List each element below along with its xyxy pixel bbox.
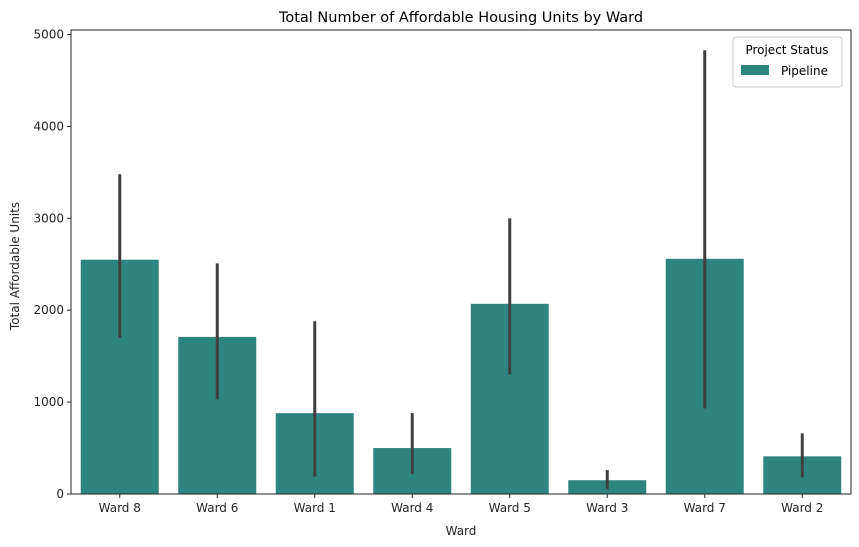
x-tick-label: Ward 7 xyxy=(684,501,726,515)
y-axis-label: Total Affordable Units xyxy=(8,202,22,331)
y-tick-label: 2000 xyxy=(33,303,64,317)
x-tick-label: Ward 8 xyxy=(99,501,141,515)
plot-frame xyxy=(70,29,852,495)
axes-layer xyxy=(70,29,852,495)
legend-swatch-pipeline xyxy=(741,65,769,75)
legend-title: Project Status xyxy=(745,43,828,57)
x-ticks: Ward 8 Ward 6 Ward 1 Ward 4 Ward 5 Ward 3 Ward… xyxy=(99,494,823,515)
x-tick-label: Ward 4 xyxy=(391,501,433,515)
legend: Project Status Pipeline xyxy=(732,36,843,88)
x-tick-label: Ward 5 xyxy=(489,501,531,515)
legend-label-pipeline: Pipeline xyxy=(781,64,828,78)
errorbars-layer xyxy=(118,50,804,490)
x-tick-label: Ward 1 xyxy=(294,501,336,515)
x-axis-label: Ward xyxy=(446,524,477,538)
bars-layer xyxy=(80,258,842,494)
y-tick-label: 3000 xyxy=(33,211,64,225)
y-tick-label: 4000 xyxy=(33,119,64,133)
y-tick-label: 1000 xyxy=(33,395,64,409)
y-tick-label: 5000 xyxy=(33,28,64,42)
y-tick-label: 0 xyxy=(56,487,64,501)
chart-title: Total Number of Affordable Housing Units… xyxy=(278,10,643,26)
x-tick-label: Ward 2 xyxy=(781,501,823,515)
x-tick-label: Ward 6 xyxy=(196,501,238,515)
y-ticks: 0 1000 2000 3000 4000 5000 xyxy=(33,28,71,501)
x-tick-label: Ward 3 xyxy=(586,501,628,515)
